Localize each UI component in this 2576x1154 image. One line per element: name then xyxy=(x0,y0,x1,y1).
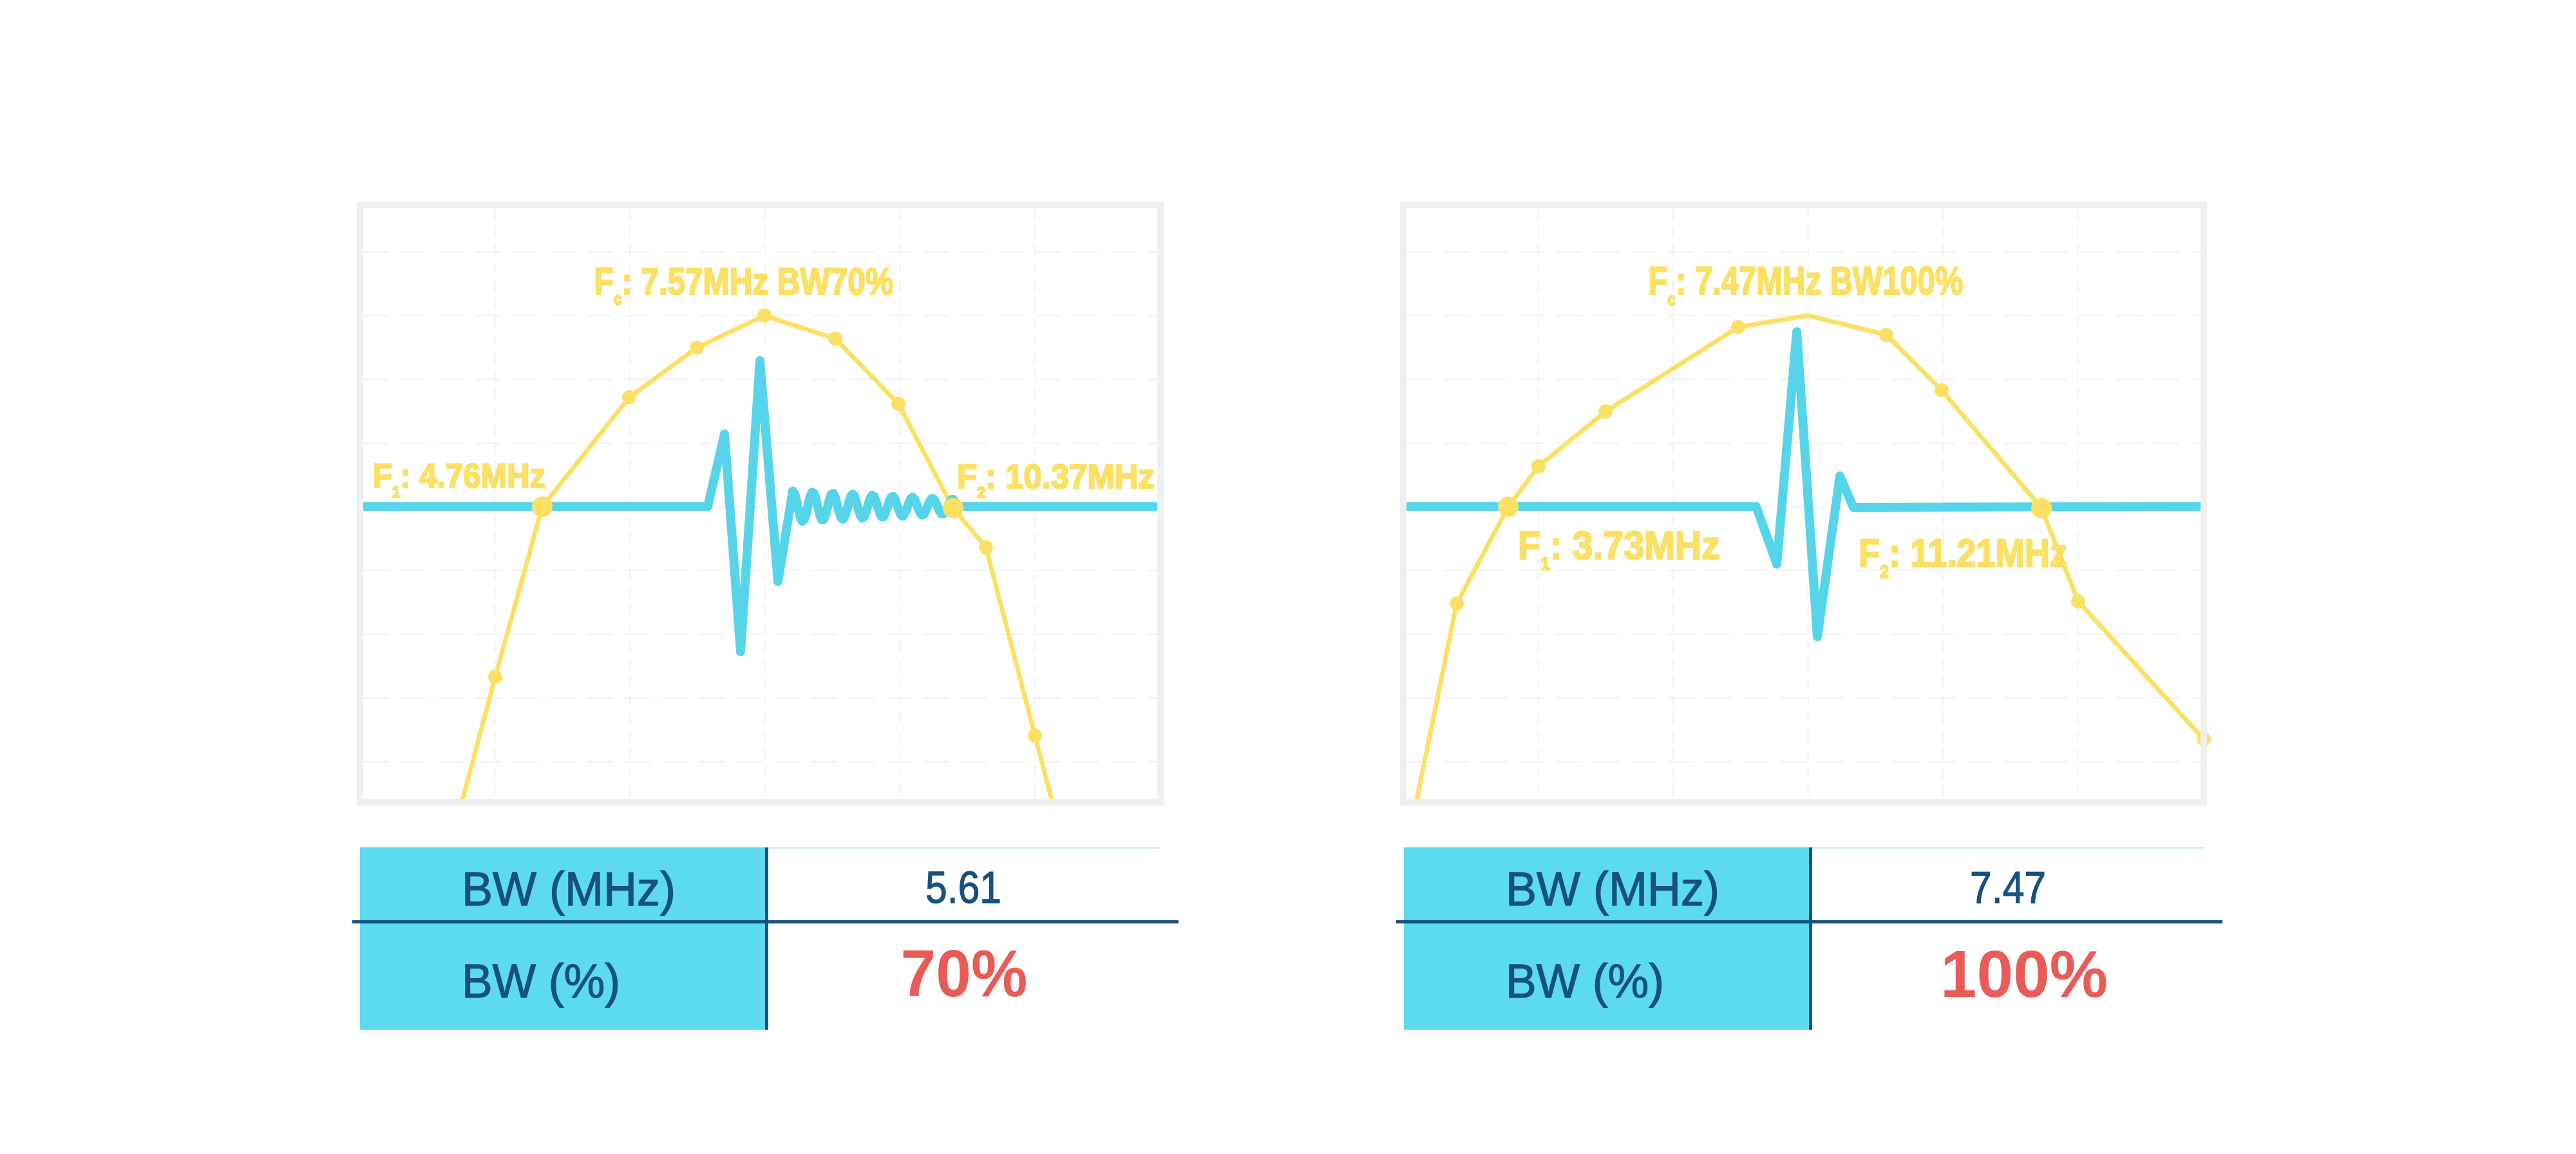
svg-text:Fc: 7.47MHz BW100%: Fc: 7.47MHz BW100% xyxy=(1649,259,1964,310)
svg-text:BW (%): BW (%) xyxy=(1506,955,1664,1008)
svg-text:100%: 100% xyxy=(1940,936,2108,1011)
svg-text:F2: 11.21MHz: F2: 11.21MHz xyxy=(1859,532,2067,582)
svg-text:F1: 4.76MHz: F1: 4.76MHz xyxy=(373,457,545,500)
svg-text:7.47: 7.47 xyxy=(1970,862,2046,913)
svg-text:BW (MHz): BW (MHz) xyxy=(1506,863,1719,916)
svg-text:F2: 10.37MHz: F2: 10.37MHz xyxy=(957,458,1155,501)
svg-text:Fc: 7.57MHz BW70%: Fc: 7.57MHz BW70% xyxy=(594,261,894,308)
svg-text:BW (%): BW (%) xyxy=(462,955,620,1008)
svg-text:5.61: 5.61 xyxy=(925,862,1001,913)
svg-text:70%: 70% xyxy=(900,937,1027,1011)
svg-text:BW (MHz): BW (MHz) xyxy=(462,863,676,916)
svg-text:F1: 3.73MHz: F1: 3.73MHz xyxy=(1518,523,1720,574)
